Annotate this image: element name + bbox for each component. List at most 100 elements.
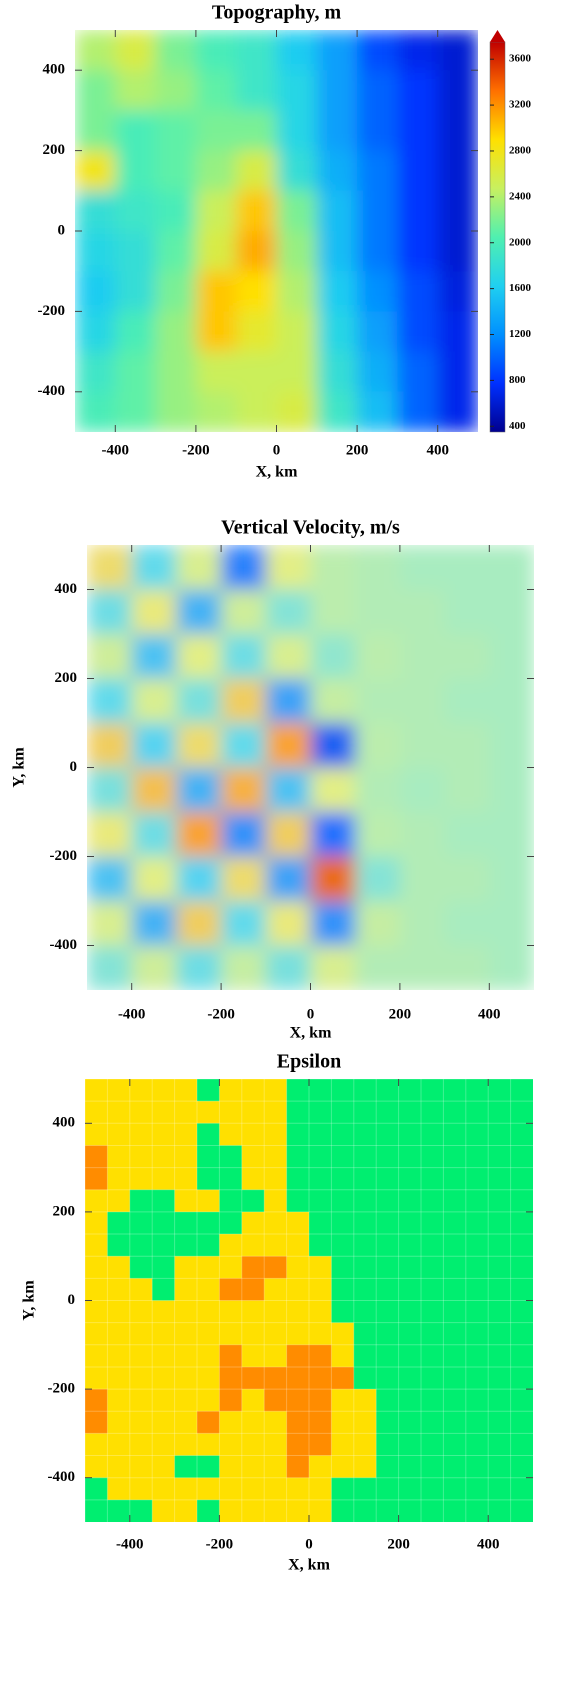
x-tick-label: -400 — [102, 442, 130, 458]
cell — [331, 1300, 355, 1324]
cell — [437, 311, 478, 353]
cell — [398, 1145, 422, 1169]
cell — [437, 271, 478, 312]
cell — [107, 1189, 131, 1213]
cell — [309, 1322, 332, 1346]
cell — [437, 150, 478, 192]
cell — [241, 1366, 265, 1390]
cell — [437, 190, 478, 232]
cell — [155, 70, 197, 111]
cell — [241, 1079, 265, 1102]
cell — [197, 1123, 220, 1147]
cell — [176, 767, 222, 813]
cell — [265, 723, 312, 769]
cell — [174, 1455, 198, 1479]
cell — [221, 812, 267, 858]
cell — [316, 110, 358, 152]
cell — [197, 1079, 220, 1102]
x-tick-label: 200 — [389, 1006, 412, 1022]
cell — [444, 767, 490, 813]
cell — [219, 1300, 243, 1324]
cell — [399, 856, 446, 902]
cell — [510, 1189, 533, 1213]
cell — [353, 1322, 377, 1346]
cell — [488, 1322, 512, 1346]
cell — [195, 150, 237, 192]
cell — [197, 1477, 220, 1501]
cell — [219, 1344, 243, 1368]
cell — [276, 271, 318, 312]
colorbar-tick-label: 3600 — [509, 53, 532, 65]
y-tick-label: 200 — [53, 1203, 76, 1219]
cell — [331, 1211, 355, 1235]
cell — [85, 1455, 108, 1479]
cell — [488, 1344, 512, 1368]
cell — [219, 1322, 243, 1346]
cell — [376, 1477, 400, 1501]
cell — [465, 1123, 489, 1147]
cell — [444, 901, 490, 947]
cell — [107, 1477, 131, 1501]
cell — [465, 1256, 489, 1279]
cell — [174, 1256, 198, 1279]
cell — [131, 856, 177, 902]
cell — [421, 1189, 444, 1213]
cell — [444, 856, 490, 902]
cell — [310, 678, 356, 724]
cell — [309, 1256, 332, 1279]
cell — [219, 1234, 243, 1257]
cell — [129, 1123, 153, 1147]
cell — [443, 1389, 467, 1412]
cell — [85, 1278, 108, 1302]
cell — [488, 1499, 512, 1522]
cell — [331, 1079, 355, 1102]
cell — [421, 1389, 444, 1412]
cell — [219, 1145, 243, 1169]
cell — [197, 1455, 220, 1479]
cell — [129, 1278, 153, 1302]
cell — [399, 545, 446, 591]
cell — [152, 1411, 176, 1434]
cell — [465, 1322, 489, 1346]
cell — [129, 1145, 153, 1169]
cell — [107, 1123, 131, 1147]
cell — [510, 1123, 533, 1147]
cell — [357, 391, 398, 432]
cell — [353, 1433, 377, 1457]
cell — [353, 1256, 377, 1279]
cell — [510, 1256, 533, 1279]
colorbar-tick-label: 2800 — [509, 145, 532, 157]
cell — [85, 1189, 108, 1213]
cell — [353, 1477, 377, 1501]
cell — [488, 1366, 512, 1390]
cell — [309, 1455, 332, 1479]
cell — [443, 1411, 467, 1434]
cell — [444, 945, 490, 990]
cell — [155, 391, 197, 432]
x-tick-label: 400 — [426, 442, 449, 458]
cell — [286, 1499, 310, 1522]
cell — [131, 767, 177, 813]
cell — [465, 1234, 489, 1257]
cell — [176, 812, 222, 858]
cell — [195, 311, 237, 353]
cell — [397, 351, 439, 393]
cell — [152, 1455, 176, 1479]
cell — [75, 311, 116, 353]
cell — [397, 391, 439, 432]
cell — [155, 30, 197, 71]
cell — [353, 1300, 377, 1324]
cell — [85, 1300, 108, 1324]
cell — [353, 1101, 377, 1124]
cell — [236, 351, 278, 393]
cell — [398, 1322, 422, 1346]
heatmap — [85, 1079, 533, 1522]
cell — [421, 1211, 444, 1235]
cell — [241, 1189, 265, 1213]
cell — [107, 1499, 131, 1522]
cell — [309, 1234, 332, 1257]
cell — [488, 1123, 512, 1147]
cell — [376, 1189, 400, 1213]
cell — [309, 1211, 332, 1235]
cell — [421, 1079, 444, 1102]
